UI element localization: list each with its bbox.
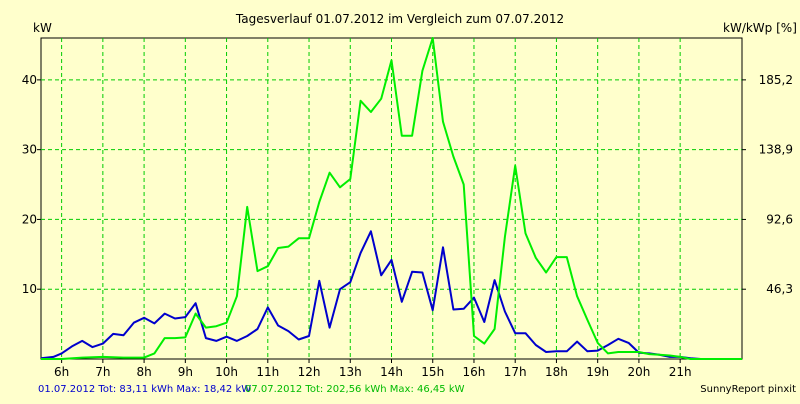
legend-blue-text: 01.07.2012 Tot: 83,11 kWh Max: 18,42 kW (38, 384, 251, 395)
series-lines (40, 37, 742, 360)
x-tick-label: 6h (54, 365, 69, 379)
x-tick-label: 13h (339, 365, 362, 379)
x-tick-label: 12h (298, 365, 321, 379)
credit-text: SunnyReport pinxit (700, 384, 796, 395)
x-tick-label: 8h (136, 365, 151, 379)
y-axis-label-right: kW/kWp [%] (723, 21, 797, 35)
y-tick-label-left: 10 (22, 282, 37, 296)
x-tick-label: 15h (421, 365, 444, 379)
y-axis-label-left: kW (33, 21, 52, 35)
x-tick-label: 11h (256, 365, 279, 379)
x-tick-label: 16h (463, 365, 486, 379)
x-tick-label: 18h (545, 365, 568, 379)
x-tick-label: 14h (380, 365, 403, 379)
series-line-1 (40, 230, 742, 360)
x-tick-label: 20h (627, 365, 650, 379)
x-tick-label: 17h (504, 365, 527, 379)
y-tick-label-right: 92,6 (766, 212, 793, 226)
chart-title: Tagesverlauf 01.07.2012 im Vergleich zum… (235, 12, 564, 26)
y-tick-label-right: 185,2 (759, 73, 793, 87)
y-tick-label-right: 46,3 (766, 282, 793, 296)
y-tick-label-right: 138,9 (759, 143, 793, 157)
axis-ticks: 6h 7h 8h 9h 10h 11h 12h 13h 14h 15h 16h 17h 18h 19h 20… (22, 73, 793, 379)
series-line-2 (41, 37, 742, 360)
x-tick-label: 9h (178, 365, 193, 379)
x-tick-label: 7h (95, 365, 110, 379)
x-tick-label: 10h (215, 365, 238, 379)
legend-green-text: 07.07.2012 Tot: 202,56 kWh Max: 46,45 kW (245, 384, 465, 395)
plot-area (40, 37, 743, 360)
y-tick-label-left: 30 (22, 143, 37, 157)
y-tick-label-left: 40 (22, 73, 37, 87)
x-tick-label: 19h (586, 365, 609, 379)
y-tick-label-left: 20 (22, 212, 37, 226)
x-tick-label: 21h (669, 365, 692, 379)
